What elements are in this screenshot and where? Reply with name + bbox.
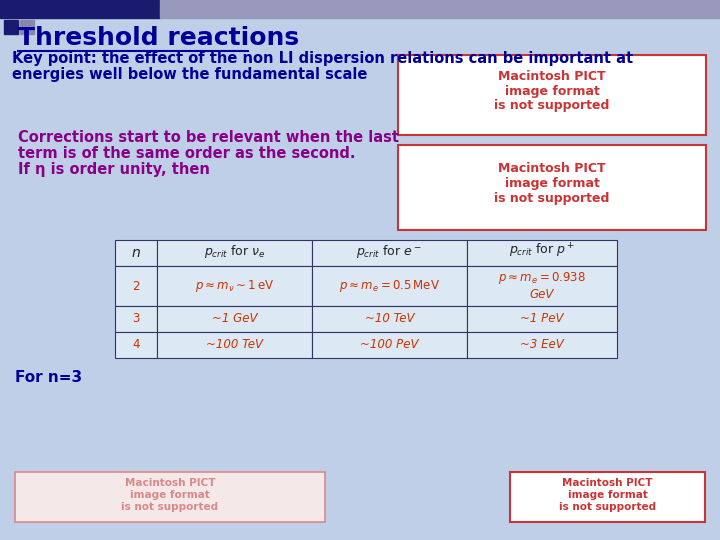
Bar — [398, 145, 706, 230]
Bar — [15, 472, 325, 522]
Bar — [312, 332, 467, 358]
Bar — [398, 55, 706, 135]
Text: $3$: $3$ — [132, 313, 140, 326]
Text: $p_{crit}$ for $p^+$: $p_{crit}$ for $p^+$ — [509, 242, 575, 260]
Bar — [20, 20, 34, 34]
Text: Corrections start to be relevant when the last: Corrections start to be relevant when th… — [18, 130, 399, 145]
Text: energies well below the fundamental scale: energies well below the fundamental scal… — [12, 67, 367, 82]
Text: ~1 GeV: ~1 GeV — [212, 313, 257, 326]
Bar — [115, 266, 157, 306]
Bar — [467, 332, 617, 358]
Bar — [312, 240, 467, 266]
Text: $p_{crit}$ for $e^-$: $p_{crit}$ for $e^-$ — [356, 242, 423, 260]
Text: $p_{crit}$ for $\nu_e$: $p_{crit}$ for $\nu_e$ — [204, 242, 266, 260]
Text: ~1 PeV: ~1 PeV — [521, 313, 564, 326]
Text: $p{\approx}m_e{=}0.938$
GeV: $p{\approx}m_e{=}0.938$ GeV — [498, 271, 586, 301]
Text: If η is order unity, then: If η is order unity, then — [18, 162, 210, 177]
Text: ~3 EeV: ~3 EeV — [520, 339, 564, 352]
Text: Macintosh PICT
image format
is not supported: Macintosh PICT image format is not suppo… — [495, 162, 610, 205]
Bar — [510, 472, 705, 522]
Bar — [115, 240, 157, 266]
Bar — [467, 266, 617, 306]
Bar — [157, 240, 312, 266]
Bar — [157, 266, 312, 306]
Text: n: n — [132, 246, 140, 260]
Bar — [115, 306, 157, 332]
Bar — [160, 0, 720, 18]
Bar — [312, 306, 467, 332]
Text: Macintosh PICT
image format
is not supported: Macintosh PICT image format is not suppo… — [495, 70, 610, 112]
Bar — [157, 306, 312, 332]
Text: For n=3: For n=3 — [15, 370, 82, 385]
Text: term is of the same order as the second.: term is of the same order as the second. — [18, 146, 356, 161]
Text: ~100 TeV: ~100 TeV — [206, 339, 263, 352]
Bar — [312, 266, 467, 306]
Bar — [4, 20, 18, 34]
Text: $p \approx m_{\nu}{\sim}1\,\mathrm{eV}$: $p \approx m_{\nu}{\sim}1\,\mathrm{eV}$ — [195, 278, 274, 294]
Bar — [115, 332, 157, 358]
Text: $2$: $2$ — [132, 280, 140, 293]
Text: Macintosh PICT
image format
is not supported: Macintosh PICT image format is not suppo… — [122, 478, 219, 511]
Text: ~10 TeV: ~10 TeV — [365, 313, 414, 326]
Text: Key point: the effect of the non LI dispersion relations can be important at: Key point: the effect of the non LI disp… — [12, 51, 633, 66]
Bar — [157, 332, 312, 358]
Text: $4$: $4$ — [132, 339, 140, 352]
Bar — [467, 240, 617, 266]
Text: Threshold reactions: Threshold reactions — [18, 26, 299, 50]
Bar — [0, 0, 160, 18]
Bar — [467, 306, 617, 332]
Text: $p{\approx}m_e{=}0.5\,\mathrm{MeV}$: $p{\approx}m_e{=}0.5\,\mathrm{MeV}$ — [339, 278, 440, 294]
Text: ~100 PeV: ~100 PeV — [360, 339, 419, 352]
Text: Macintosh PICT
image format
is not supported: Macintosh PICT image format is not suppo… — [559, 478, 656, 511]
